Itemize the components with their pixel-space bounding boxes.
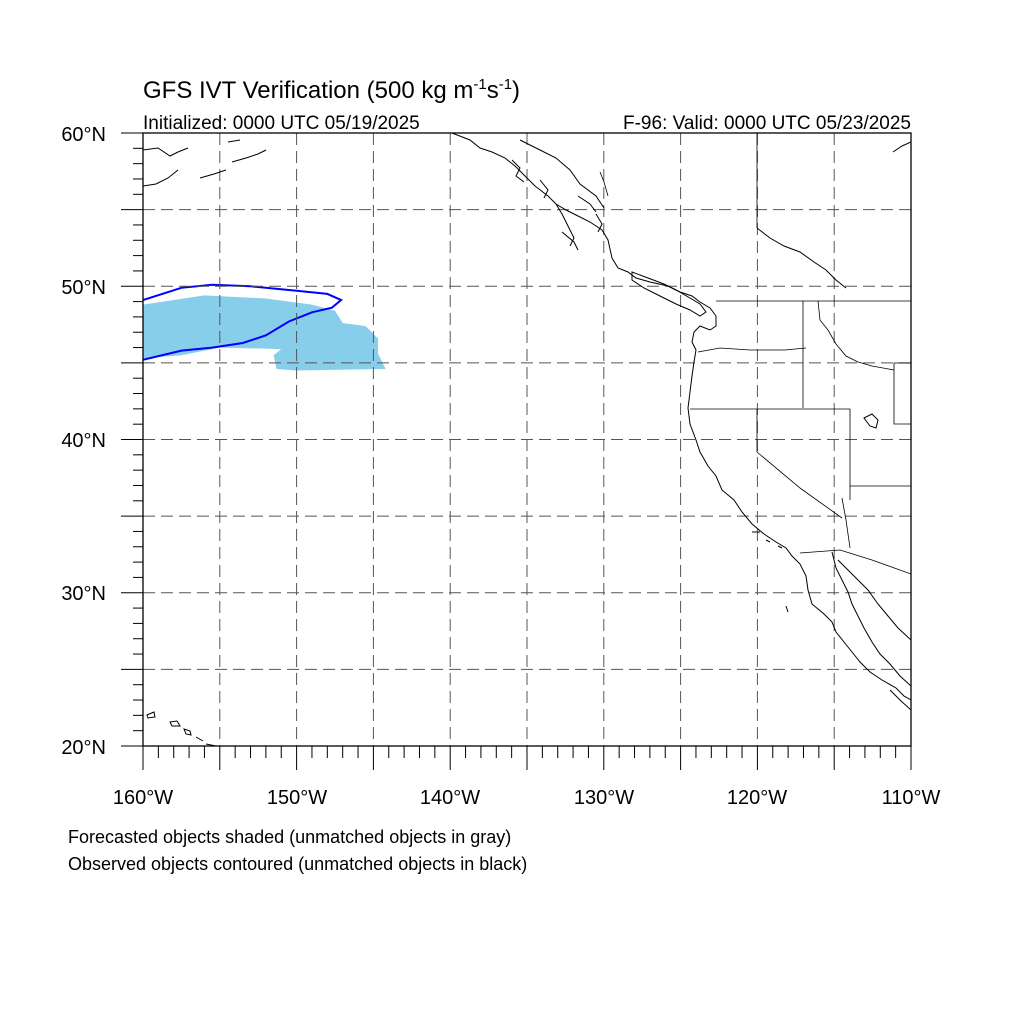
- lat-labels: 60°N 50°N 40°N 30°N 20°N: [61, 124, 106, 759]
- channel-islands: [752, 531, 783, 549]
- baja-peninsula: [831, 551, 911, 687]
- lon-label: 120°W: [727, 787, 787, 809]
- objects-layer: [143, 283, 386, 371]
- forecast-object: [143, 295, 386, 371]
- alaska-islands: [511, 159, 603, 251]
- observed-object-contour: [143, 283, 343, 361]
- aleutian-islands: [143, 139, 267, 187]
- valid-label: F-96: Valid: 0000 UTC 05/23/2025: [623, 113, 911, 134]
- hudson-coast: [892, 141, 911, 153]
- lat-label: 60°N: [61, 124, 106, 146]
- lon-label: 150°W: [267, 787, 327, 809]
- forecast-caption: Forecasted objects shaded (unmatched obj…: [68, 827, 511, 847]
- wa-or-border: [697, 347, 807, 353]
- coastlines: [143, 133, 911, 746]
- political-borders: [599, 133, 911, 575]
- lat-label: 40°N: [61, 430, 106, 452]
- map-title: GFS IVT Verification (500 kg m-1s-1): [143, 76, 520, 104]
- us-mexico-border: [799, 549, 911, 575]
- alaska-coastline: [451, 133, 717, 317]
- observed-caption: Observed objects contoured (unmatched ob…: [68, 854, 527, 874]
- gridlines: [143, 133, 911, 746]
- lon-label: 160°W: [113, 787, 173, 809]
- gulf-of-california: [837, 559, 911, 641]
- lon-labels: 160°W 150°W 140°W 130°W 120°W 110°W: [113, 787, 941, 809]
- lon-label: 140°W: [420, 787, 480, 809]
- lat-label: 20°N: [61, 737, 106, 759]
- id-mt-border: [817, 300, 895, 371]
- alaska-inland: [519, 139, 605, 209]
- lon-label: 110°W: [882, 787, 941, 809]
- hawaii-islands: [146, 711, 217, 746]
- canada-lakes: [756, 227, 847, 289]
- us-west-coastline: [687, 316, 911, 701]
- lat-label: 30°N: [61, 583, 106, 605]
- alaska-bc-border: [599, 171, 609, 197]
- tick-marks: [121, 132, 912, 770]
- ca-nv-border: [756, 409, 843, 519]
- lat-label: 50°N: [61, 277, 106, 299]
- guadalupe-island: [785, 605, 789, 613]
- vancouver-island: [631, 271, 707, 317]
- plot-area: [143, 133, 911, 746]
- lon-label: 130°W: [574, 787, 634, 809]
- initialized-label: Initialized: 0000 UTC 05/19/2025: [143, 113, 420, 134]
- great-salt-lake: [863, 413, 879, 429]
- az-ca-border: [841, 497, 851, 549]
- mexico-coast: [889, 689, 911, 711]
- wy-border: [893, 362, 911, 425]
